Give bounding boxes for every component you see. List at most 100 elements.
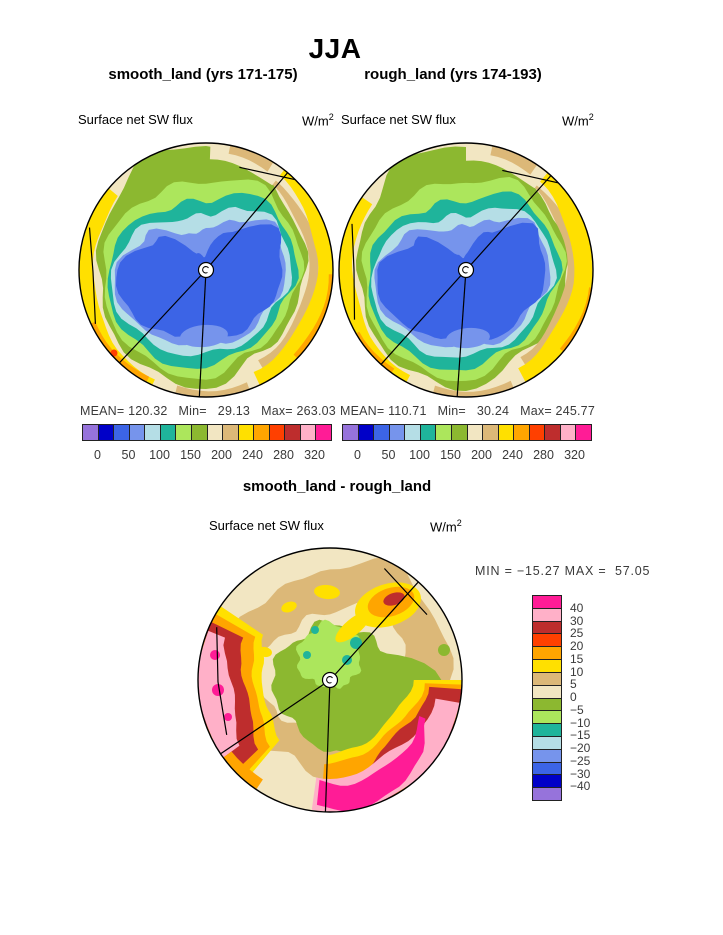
pole-dot xyxy=(321,671,339,689)
contour-band xyxy=(356,331,395,374)
pole-dot xyxy=(457,261,475,279)
grid-boundary-line xyxy=(198,277,207,397)
colorbar-cell xyxy=(533,788,561,800)
colorbar-cell xyxy=(533,634,561,648)
contour-spot xyxy=(210,650,220,660)
contour-band xyxy=(559,287,592,352)
contour-spot xyxy=(350,637,362,649)
colorbar-cell xyxy=(207,425,224,440)
contour-spot xyxy=(212,684,224,696)
colorbar-cell xyxy=(114,425,130,440)
colorbar-cell xyxy=(316,425,331,440)
grid-boundary-line xyxy=(216,627,228,735)
grid-boundary-line xyxy=(383,568,428,616)
grid-boundary-line xyxy=(456,277,466,397)
contour-patch xyxy=(335,611,371,643)
var-label-smooth: Surface net SW flux xyxy=(78,112,193,127)
grid-boundary-line xyxy=(219,684,324,755)
colorbar-label: 15 xyxy=(570,651,584,666)
stats-rough: MEAN= 110.71 Min= 30.24 Max= 245.77 xyxy=(340,404,595,418)
map-outline xyxy=(197,547,463,813)
diff-minmax: MIN = −15.27 MAX = 57.05 xyxy=(475,564,651,578)
colorbar-label: −40 xyxy=(570,779,591,794)
colorbar-cell xyxy=(529,425,546,440)
contour-patch xyxy=(180,324,228,348)
contour-spot xyxy=(438,644,450,656)
colorbar-cell xyxy=(576,425,591,440)
colorbar-tick: 280 xyxy=(273,448,294,462)
contour-band xyxy=(490,146,538,175)
colorbar-cell xyxy=(129,425,146,440)
colorbar-cell xyxy=(451,425,468,440)
colorbar-cell xyxy=(191,425,208,440)
colorbar-tick: 320 xyxy=(564,448,585,462)
grid-boundary-line xyxy=(334,580,420,675)
colorbar-tick: 150 xyxy=(440,448,461,462)
colorbar-cell xyxy=(238,425,255,440)
contour-band xyxy=(175,382,250,397)
colorbar-smooth xyxy=(82,424,332,441)
pole-mark xyxy=(326,676,333,684)
contour-spot xyxy=(303,651,311,659)
colorbar-label: 25 xyxy=(570,626,584,641)
pole-mark xyxy=(462,266,469,274)
colorbar-cell xyxy=(533,608,561,622)
contour-spot xyxy=(342,655,352,665)
map-diff-plot xyxy=(197,547,463,813)
colorbar-tick: 50 xyxy=(381,448,396,462)
colorbar-tick: 280 xyxy=(533,448,554,462)
colorbar-tick: 240 xyxy=(502,448,523,462)
contour-layers xyxy=(339,143,593,397)
var-label-rough: Surface net SW flux xyxy=(341,112,456,127)
colorbar-cell xyxy=(389,425,406,440)
colorbar-cell xyxy=(533,775,561,789)
page-title: JJA xyxy=(308,33,362,64)
grid-boundary-line xyxy=(118,275,201,365)
colorbar-rough xyxy=(342,424,592,441)
colorbar-cell xyxy=(285,425,301,440)
colorbar-tick: 100 xyxy=(149,448,170,462)
contour-band xyxy=(228,144,273,172)
grid-boundary-line xyxy=(324,687,331,812)
colorbar-cell xyxy=(533,621,561,635)
colorbar-tick: 200 xyxy=(211,448,232,462)
contour-layers xyxy=(198,548,462,812)
colorbar-label: 40 xyxy=(570,600,584,615)
grid-boundary-line xyxy=(88,227,96,324)
colorbar-label: −25 xyxy=(570,753,591,768)
contour-spot xyxy=(224,713,232,721)
stats-smooth: MEAN= 120.32 Min= 29.13 Max= 263.03 xyxy=(80,404,336,418)
grid-boundary-line xyxy=(210,171,289,265)
pole-dot xyxy=(197,261,215,279)
colorbar-label: 5 xyxy=(570,677,577,692)
colorbar-cell xyxy=(83,425,99,440)
colorbar-label: −5 xyxy=(570,702,584,717)
map-outline xyxy=(338,142,594,398)
units-label-diff: W/m2 xyxy=(430,518,462,535)
colorbar-cell xyxy=(533,660,561,673)
colorbar-tick: 240 xyxy=(242,448,263,462)
colorbar-cell xyxy=(98,425,115,440)
colorbar-label: −10 xyxy=(570,715,591,730)
contour-band xyxy=(79,188,155,385)
map-smooth-land-plot xyxy=(78,142,334,398)
colorbar-cell xyxy=(533,711,561,725)
contour-layers xyxy=(79,143,333,397)
colorbar-tick: 150 xyxy=(180,448,201,462)
units-label-rough: W/m2 xyxy=(562,112,594,129)
colorbar-cell xyxy=(533,698,561,712)
colorbar-diff xyxy=(532,595,562,801)
colorbar-cell xyxy=(533,672,561,686)
contour-band xyxy=(316,716,426,812)
grid-boundary-line xyxy=(239,166,299,181)
subtitle-smooth-land: smooth_land (yrs 171-175) xyxy=(108,66,298,83)
colorbar-cell xyxy=(533,596,561,609)
contour-band xyxy=(377,222,546,340)
colorbar-cell xyxy=(436,425,452,440)
units-label-smooth: W/m2 xyxy=(302,112,334,129)
colorbar-label: 20 xyxy=(570,639,584,653)
grid-boundary-line xyxy=(470,174,553,265)
contour-patch xyxy=(281,601,297,613)
colorbar-cell xyxy=(467,425,484,440)
